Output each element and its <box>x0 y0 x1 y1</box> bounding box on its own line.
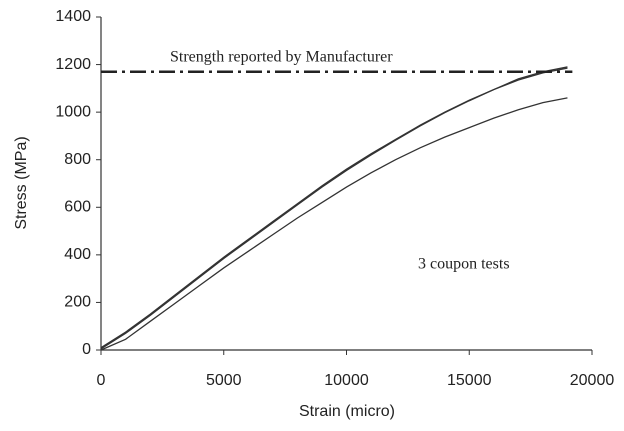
line-series <box>100 97 568 351</box>
x-tick-label: 15000 <box>447 372 492 389</box>
x-tick-label: 0 <box>97 372 106 389</box>
y-axis-title: Stress (MPa) <box>13 136 30 229</box>
y-tick-label: 1000 <box>55 103 91 120</box>
x-tick-label: 20000 <box>570 372 615 389</box>
annotation: 3 coupon tests <box>418 256 510 273</box>
annotation: Strength reported by Manufacturer <box>170 49 393 66</box>
y-tick-label: 400 <box>64 246 91 263</box>
x-axis-title: Strain (micro) <box>299 403 395 420</box>
x-tick-label: 5000 <box>206 372 242 389</box>
y-tick-label: 1200 <box>55 56 91 73</box>
y-tick-label: 200 <box>64 294 91 311</box>
y-tick-label: 800 <box>64 151 91 168</box>
y-tick-label: 1400 <box>55 8 91 25</box>
line-series <box>100 66 568 350</box>
y-tick-label: 600 <box>64 199 91 216</box>
x-tick-label: 10000 <box>324 372 369 389</box>
y-tick-label: 0 <box>82 341 91 358</box>
